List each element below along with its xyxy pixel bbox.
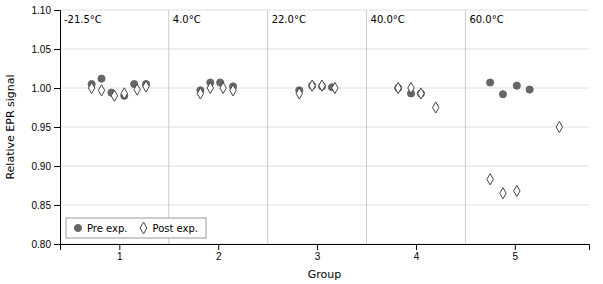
x-tick-label: 4 (414, 251, 420, 262)
point (487, 79, 494, 86)
y-tick-label: 0.85 (32, 200, 52, 211)
grid-line (60, 205, 589, 206)
grid (60, 10, 589, 244)
chart: 1 2 3 4 5 0.80 0.85 0.90 0.95 1.00 1.05 1.10 -21.5°C… (0, 0, 603, 284)
point (220, 82, 226, 93)
series (88, 75, 533, 99)
point (556, 121, 562, 132)
y-tick-label: 0.95 (32, 122, 52, 133)
y-tick-label: 0.80 (32, 239, 52, 250)
y-axis-line (54, 11, 61, 245)
y-tick: 0.90 (32, 161, 60, 172)
point (197, 88, 203, 99)
x-tick: 4 (414, 244, 420, 262)
separator-line (366, 10, 367, 244)
x-axis-line (61, 245, 590, 251)
point (332, 82, 338, 93)
y-tick-mark (54, 10, 60, 11)
point (408, 82, 414, 93)
separators (169, 10, 466, 244)
grid-line (60, 127, 589, 128)
y-tick-mark (54, 88, 60, 89)
y-tick-label: 0.90 (32, 161, 52, 172)
point (230, 85, 236, 96)
separator-line (267, 10, 268, 244)
x-tick-mark (515, 244, 516, 250)
x-tick-label: 2 (216, 251, 222, 262)
point (88, 82, 94, 93)
y-tick-mark (54, 49, 60, 50)
point (143, 81, 149, 92)
point (395, 82, 401, 93)
annotation: -21.5°C (64, 14, 102, 25)
y-tick: 1.10 (32, 5, 60, 16)
x-tick-label: 5 (513, 251, 519, 262)
y-tick-mark (54, 205, 60, 206)
point (513, 82, 520, 89)
legend: Pre exp. Post exp. (66, 218, 206, 238)
separator-line (465, 10, 466, 244)
legend-box (66, 218, 206, 238)
point (134, 84, 140, 95)
point (499, 91, 506, 98)
point (309, 80, 315, 91)
y-tick: 0.95 (32, 122, 60, 133)
point (98, 85, 104, 96)
point (296, 88, 302, 99)
y-axis-title: Relative EPR signal (4, 74, 17, 179)
y-tick-label: 1.10 (32, 5, 52, 16)
y-tick: 1.00 (32, 83, 60, 94)
grid-line (60, 10, 589, 11)
legend-symbol (74, 224, 81, 231)
x-tick-mark (416, 244, 417, 250)
annotations: -21.5°C 4.0°C 22.0°C 40.0°C 60.0°C (64, 14, 504, 25)
y-axis: 0.80 0.85 0.90 0.95 1.00 1.05 1.10 (32, 5, 61, 250)
x-tick: 2 (216, 244, 222, 262)
grid-line (60, 49, 589, 50)
y-tick: 0.80 (32, 239, 60, 250)
point (500, 188, 506, 199)
point (418, 88, 424, 99)
annotation: 40.0°C (371, 14, 405, 25)
point (487, 174, 493, 185)
point (111, 90, 117, 101)
y-tick-label: 1.05 (32, 44, 52, 55)
marks (88, 75, 562, 199)
y-tick-mark (54, 127, 60, 128)
x-tick-label: 1 (117, 251, 123, 262)
grid-line (60, 166, 589, 167)
legend-label: Post exp. (153, 223, 199, 234)
x-tick: 1 (117, 244, 123, 262)
separator-line (168, 10, 169, 244)
annotation: 4.0°C (173, 14, 201, 25)
point (514, 185, 520, 196)
x-tick-mark (119, 244, 120, 250)
x-tick-label: 3 (315, 251, 321, 262)
y-tick: 1.05 (32, 44, 60, 55)
y-tick-mark (54, 166, 60, 167)
series (88, 80, 562, 199)
point (319, 80, 325, 91)
legend-label: Pre exp. (87, 223, 128, 234)
point (433, 102, 439, 113)
x-tick: 5 (513, 244, 519, 262)
y-tick: 0.85 (32, 200, 60, 211)
x-axis: 1 2 3 4 5 (61, 244, 590, 262)
plot-area: 1 2 3 4 5 0.80 0.85 0.90 0.95 1.00 1.05 1.10 -21.5°C… (32, 5, 590, 262)
point (121, 88, 127, 99)
legend-symbol (140, 222, 147, 234)
point (526, 86, 533, 93)
y-tick-mark (54, 244, 60, 245)
x-tick: 3 (315, 244, 321, 262)
x-tick-mark (317, 244, 318, 250)
annotation: 60.0°C (469, 14, 503, 25)
y-tick-label: 1.00 (32, 83, 52, 94)
point (98, 75, 105, 82)
x-tick-mark (218, 244, 219, 250)
annotation: 22.0°C (272, 14, 306, 25)
x-axis-title: Group (308, 268, 342, 281)
point (207, 82, 213, 93)
